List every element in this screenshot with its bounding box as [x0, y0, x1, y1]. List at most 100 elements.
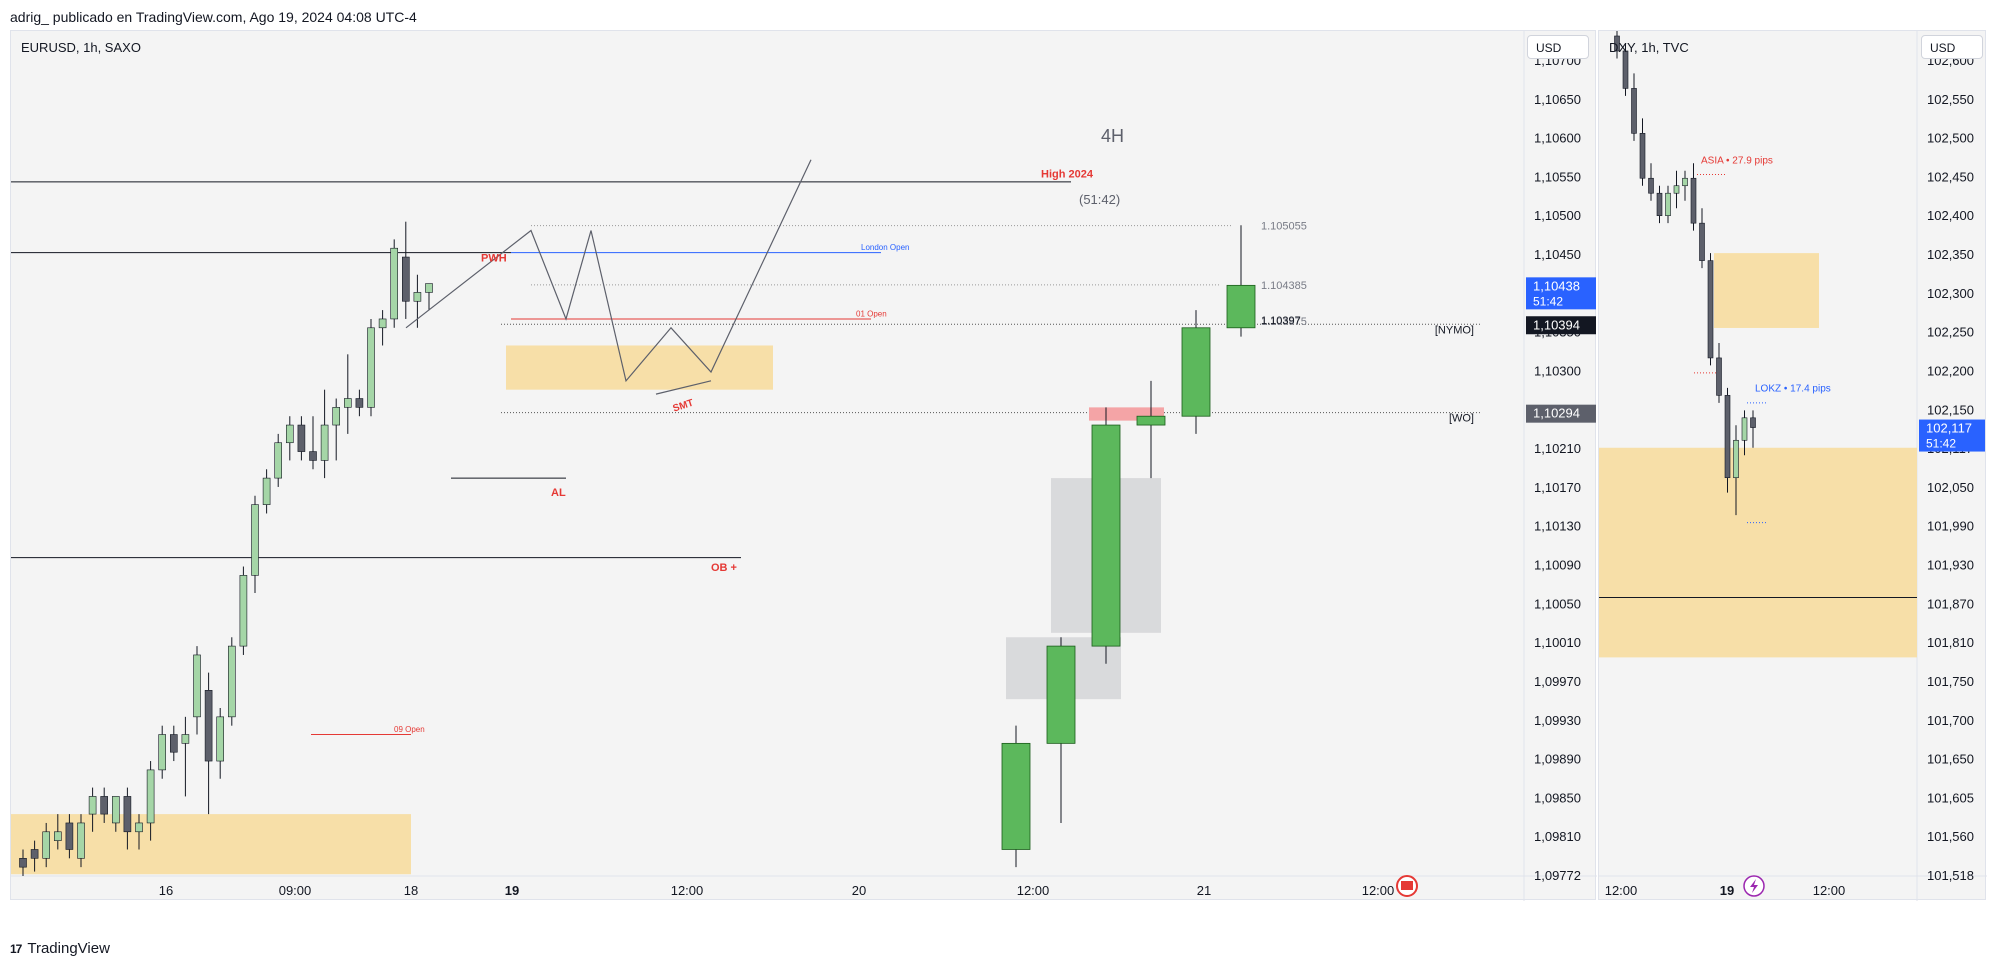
candle-1h-body	[42, 831, 51, 859]
price-tick-label: 102,500	[1927, 131, 1974, 146]
price-tick-label: 101,750	[1927, 674, 1974, 689]
candle-1h-body	[1656, 192, 1663, 216]
asia-label: ASIA • 27.9 pips	[1701, 155, 1773, 166]
pwh-label: PWH	[481, 252, 507, 264]
footer-brand[interactable]: 17 TradingView	[10, 940, 110, 957]
dxy-chart-pane[interactable]: ASIA • 27.9 pips LOKZ • 17.4 pips 102,600 1…	[1598, 30, 1987, 901]
dxy-symbol-label[interactable]: DXY, 1h, TVC	[1609, 40, 1689, 55]
nymo-price-text: 1,10394	[1533, 317, 1580, 332]
level-2-label: 1.104385	[1261, 280, 1307, 292]
candle-1h-body	[19, 858, 27, 868]
candle-4h-body	[1046, 645, 1076, 744]
candle-1h-body	[367, 327, 375, 408]
price-tick-label: 1,10650	[1534, 92, 1581, 107]
price-tick-label: 1,10050	[1534, 596, 1581, 611]
price-tick-label: 1,10500	[1534, 208, 1581, 223]
candle-1h-body	[1631, 88, 1637, 134]
dxy-currency-button[interactable]: USD	[1921, 35, 1983, 59]
candle-1h-body	[193, 654, 201, 718]
eurusd-currency-button[interactable]: USD	[1527, 35, 1589, 59]
smt-line	[655, 380, 712, 395]
zone-premium	[1714, 253, 1819, 328]
candle-1h-body	[413, 292, 422, 302]
time-tick-label: 18	[404, 883, 418, 898]
eurusd-chart-svg[interactable]: 4H (51:42) High 2024 PWH London Open 01 Open 0…	[11, 31, 1597, 901]
eurusd-symbol-label[interactable]: EURUSD, 1h, SAXO	[21, 40, 141, 55]
price-tick-label: 101,930	[1927, 558, 1974, 573]
candle-1h-body	[1673, 185, 1680, 194]
candle-1h-body	[181, 734, 190, 744]
candle-1h-body	[285, 424, 294, 444]
london-open-label: London Open	[861, 243, 910, 252]
nymo-price-badge	[1526, 316, 1596, 335]
price-tick-label: 102,550	[1927, 92, 1974, 107]
nymo-label: [NYMO]	[1435, 324, 1474, 336]
candle-1h-body	[332, 407, 341, 426]
candle-4h-body	[1181, 327, 1211, 417]
price-tick-label: 1,10010	[1534, 635, 1581, 650]
candle-1h-body	[123, 796, 132, 833]
time-tick-label: 12:00	[1813, 883, 1846, 898]
brand-label: TradingView	[27, 940, 110, 957]
price-tick-label: 102,400	[1927, 208, 1974, 223]
price-tick-label: 1,10090	[1534, 558, 1581, 573]
price-tick-label: 1,10450	[1534, 247, 1581, 262]
candle-1h-body	[100, 796, 108, 815]
wo-label: [WO]	[1449, 413, 1474, 425]
candle-1h-body	[1622, 50, 1629, 89]
price-tick-label: 1,09930	[1534, 713, 1581, 728]
candle-1h-body	[1716, 357, 1722, 396]
price-tick-label: 1,09810	[1534, 829, 1581, 844]
candle-1h-body	[216, 716, 224, 762]
price-tick-label: 102,250	[1927, 325, 1974, 340]
time-tick-label: 16	[159, 883, 173, 898]
price-tick-label: 102,200	[1927, 363, 1974, 378]
candle-1h-body	[1665, 192, 1671, 216]
candle-1h-body	[425, 283, 433, 293]
candle-1h-body	[1699, 222, 1705, 261]
zone-discount	[1599, 447, 1917, 658]
ob-plus-label: OB +	[711, 562, 737, 574]
candle-4h-body	[1136, 415, 1166, 426]
price-tick-label: 102,450	[1927, 169, 1974, 184]
price-tick-label: 102,350	[1927, 247, 1974, 262]
price-tick-label: 101,560	[1927, 829, 1974, 844]
candle-1h-body	[390, 247, 399, 320]
last-countdown-text: 51:42	[1533, 294, 1563, 308]
wo-price-badge	[1526, 404, 1596, 423]
price-tick-label: 1,10210	[1534, 441, 1581, 456]
lokz-label: LOKZ • 17.4 pips	[1755, 384, 1831, 395]
candle-1h-body	[158, 734, 166, 771]
candle-1h-body	[53, 831, 62, 841]
price-tick-label: 1,09890	[1534, 752, 1581, 767]
price-tick-label: 101,810	[1927, 635, 1974, 650]
price-tick-label: 102,050	[1927, 480, 1974, 495]
candle-1h-body	[1614, 35, 1620, 52]
candle-1h-body	[274, 442, 283, 479]
candle-1h-body	[401, 256, 410, 302]
level-3-label: 1.103975	[1261, 316, 1307, 328]
tradingview-logo-icon: 17	[10, 941, 22, 956]
candle-1h-body	[1690, 177, 1697, 224]
price-tick-label: 1,10300	[1534, 363, 1581, 378]
price-tick-label: 1,10170	[1534, 480, 1581, 495]
level-3b-label: 1.10397	[1261, 315, 1301, 327]
price-tick-label: 1,09850	[1534, 790, 1581, 805]
price-tick-label: 101,518	[1927, 868, 1974, 883]
open-01-label: 01 Open	[856, 309, 887, 318]
time-tick-label: 19	[505, 883, 519, 898]
candle-4h-body	[1001, 742, 1031, 850]
price-tick-label: 1,09772	[1534, 868, 1581, 883]
candle-1h-body	[1741, 417, 1748, 441]
candle-1h-body	[1707, 260, 1714, 359]
price-tick-label: 101,650	[1927, 752, 1974, 767]
candle-1h-body	[65, 822, 74, 850]
al-label: AL	[551, 487, 566, 499]
time-tick-label: 19	[1720, 883, 1734, 898]
candle-1h-body	[1648, 177, 1654, 194]
candle-4h-body	[1091, 424, 1121, 647]
zone-premium	[506, 345, 773, 390]
time-tick-label: 12:00	[671, 883, 704, 898]
eurusd-chart-pane[interactable]: 4H (51:42) High 2024 PWH London Open 01 Open 0…	[10, 30, 1597, 901]
